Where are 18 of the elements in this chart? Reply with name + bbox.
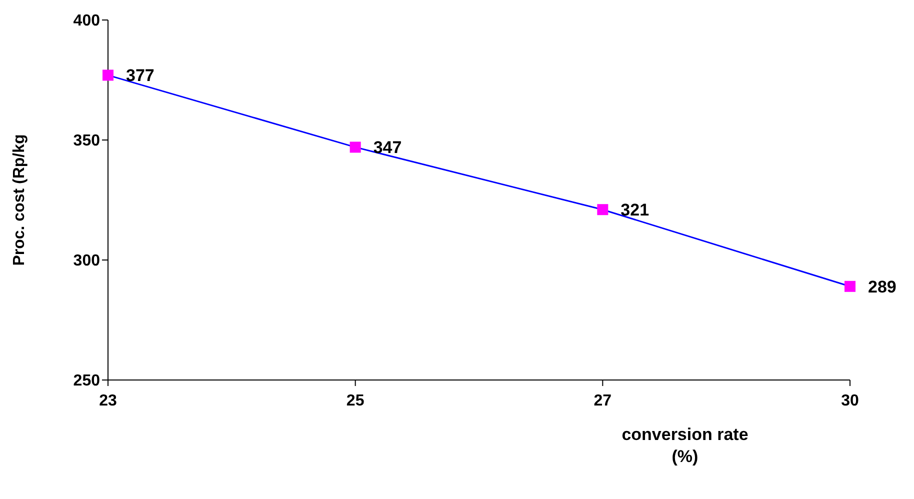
data-label: 289 [868,277,896,296]
point [350,142,361,153]
y-tick-label: 300 [73,252,100,270]
x-tick-label: 23 [99,392,117,410]
y-tick-label: 350 [73,132,100,150]
x-axis-title: conversion rate (%) [620,424,750,468]
data-label: 321 [620,200,650,220]
y-tick-label: 250 [73,372,100,390]
x-tick-label: 30 [841,392,859,410]
point [102,70,114,81]
point [597,204,608,216]
y-axis-title: Proc. cost (Rp/kg [11,134,29,266]
data-label: 347 [373,138,402,158]
y-tick-label: 400 [73,12,100,30]
point [844,280,856,292]
data-label: 377 [126,66,154,86]
x-tick-label: 27 [594,392,612,410]
x-tick-label: 25 [346,392,364,410]
